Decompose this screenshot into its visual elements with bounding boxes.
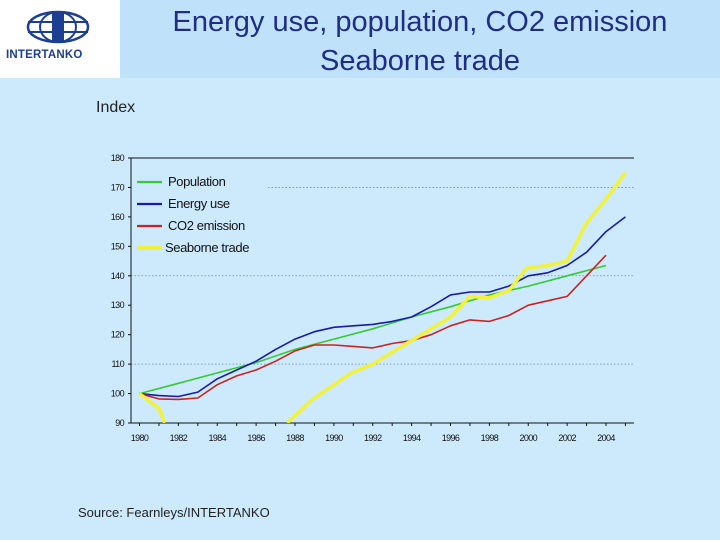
x-tick-label: 1986	[247, 433, 265, 443]
y-tick-label: 120	[111, 330, 125, 340]
legend-label: CO2 emission	[168, 218, 245, 233]
x-tick-label: 2002	[558, 433, 576, 443]
y-tick-label: 90	[115, 418, 124, 428]
x-tick-label: 1994	[403, 433, 421, 443]
x-tick-label: 1996	[442, 433, 460, 443]
x-tick-label: 1992	[364, 433, 382, 443]
y-tick-label: 150	[111, 241, 125, 251]
x-tick-label: 1990	[325, 433, 343, 443]
y-tick-label: 160	[111, 212, 125, 222]
x-tick-label: 1982	[170, 433, 188, 443]
logo-text: INTERTANKO	[6, 49, 83, 61]
x-tick-label: 1998	[481, 433, 499, 443]
globe-icon	[26, 10, 90, 44]
slide-title: Energy use, population, CO2 emission Sea…	[130, 3, 710, 81]
series-line-energy-use	[139, 216, 626, 398]
y-axis-label: Index	[96, 99, 136, 116]
y-tick-label: 100	[111, 389, 125, 399]
y-tick-label: 180	[111, 153, 125, 163]
series-line-seaborne-trade	[138, 171, 627, 423]
y-tick-label: 130	[111, 300, 125, 310]
x-tick-label: 2000	[519, 433, 537, 443]
title-line-1: Energy use, population, CO2 emission	[172, 6, 668, 38]
series-line-co2-emission	[139, 254, 607, 401]
legend-label: Seaborne trade	[165, 240, 249, 255]
title-line-2: Seaborne trade	[320, 45, 520, 77]
intertanko-logo: INTERTANKO	[0, 0, 120, 78]
x-tick-label: 1984	[208, 433, 226, 443]
y-tick-label: 170	[111, 182, 125, 192]
x-tick-label: 1988	[286, 433, 304, 443]
x-tick-label: 1980	[131, 433, 149, 443]
title-band	[0, 0, 720, 78]
legend-label: Energy use	[168, 196, 230, 211]
legend-label: Population	[168, 174, 226, 189]
source-note: Source: Fearnleys/INTERTANKO	[78, 505, 270, 520]
y-tick-label: 110	[111, 359, 124, 369]
series-line-population	[139, 264, 607, 395]
x-tick-label: 2004	[597, 433, 615, 443]
y-tick-label: 140	[111, 271, 125, 281]
